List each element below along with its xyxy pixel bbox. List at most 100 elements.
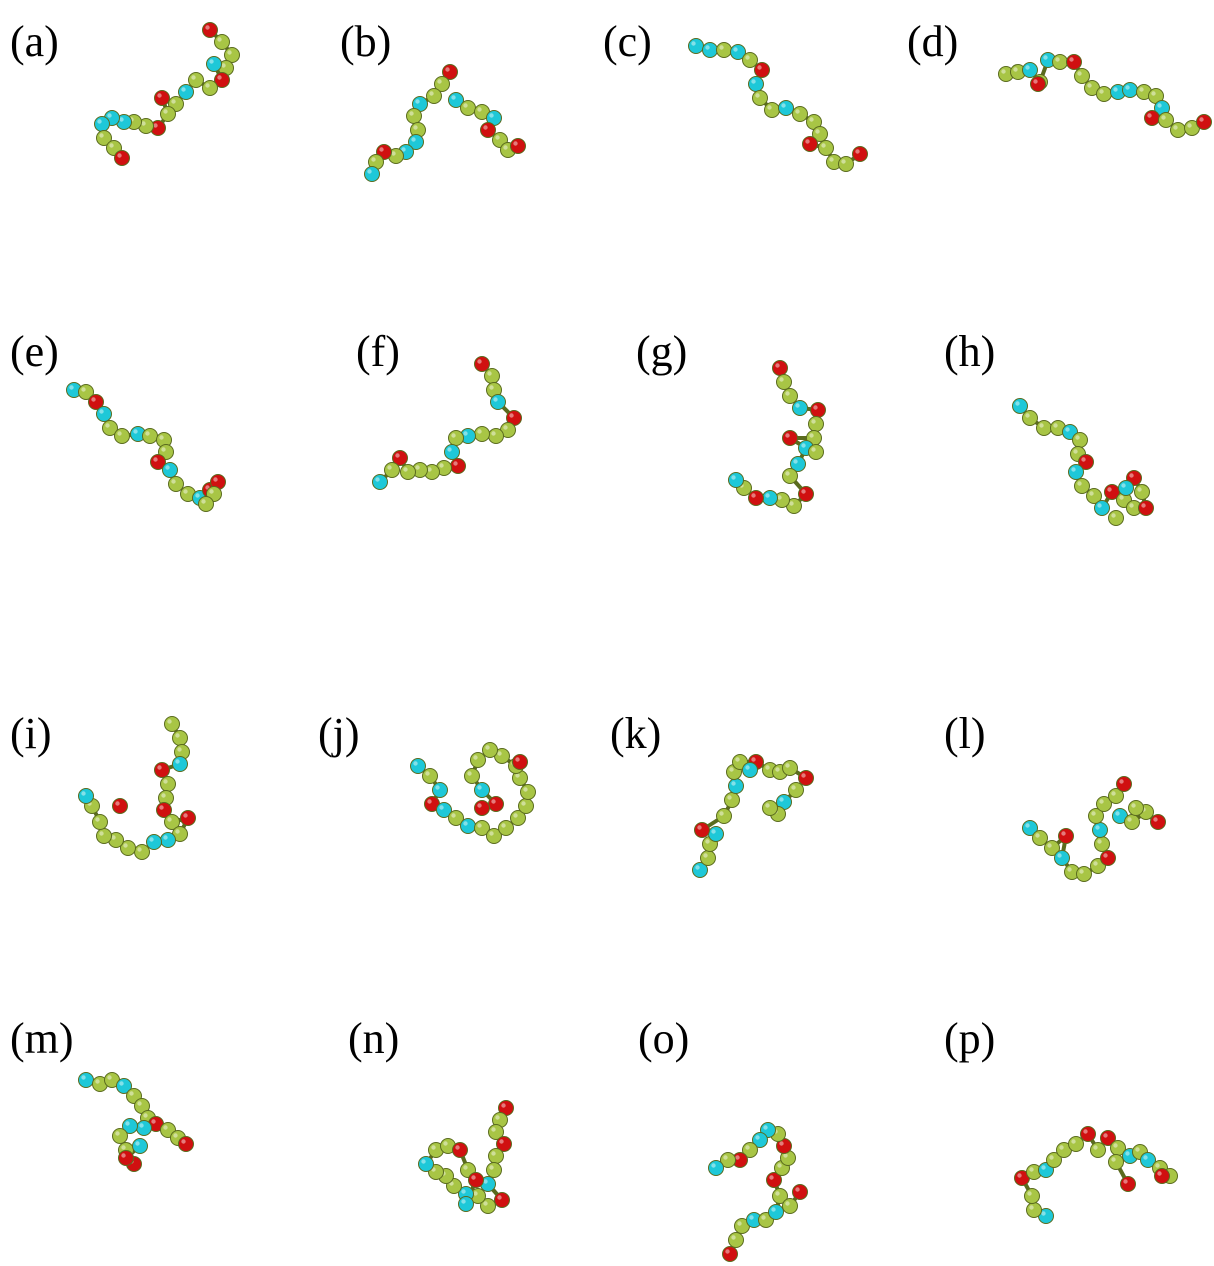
bead-highlight — [1029, 1167, 1034, 1172]
cyan-bead — [162, 462, 178, 478]
bead-highlight — [1151, 91, 1156, 96]
panel-label-f: (f) — [356, 327, 400, 376]
red-bead — [202, 22, 218, 38]
bead-highlight — [473, 755, 478, 760]
bead-highlight — [1047, 843, 1052, 848]
bead-highlight — [501, 823, 506, 828]
red-bead — [798, 770, 814, 786]
bead-highlight — [821, 143, 826, 148]
cyan-bead — [1054, 850, 1070, 866]
red-bead — [766, 1172, 782, 1188]
bead-highlight — [1113, 87, 1118, 92]
bead-highlight — [401, 147, 406, 152]
bead-highlight — [729, 767, 734, 772]
bead-highlight — [711, 1163, 716, 1168]
red-bead — [442, 64, 458, 80]
bead-highlight — [765, 493, 770, 498]
bead-highlight — [761, 1215, 766, 1220]
panel-label-c: (c) — [603, 17, 652, 66]
red-bead — [512, 754, 528, 770]
red-bead — [480, 122, 496, 138]
green-bead — [214, 34, 230, 50]
green-bead — [1108, 1154, 1124, 1170]
bead-highlight — [751, 757, 756, 762]
green-bead — [202, 80, 218, 96]
bead-highlight — [719, 45, 724, 50]
bead-highlight — [491, 431, 496, 436]
green-bead — [488, 428, 504, 444]
bead-highlight — [509, 413, 514, 418]
green-bead — [406, 108, 422, 124]
green-bead — [134, 844, 150, 860]
green-bead — [520, 784, 536, 800]
bead-highlight — [483, 1179, 488, 1184]
green-bead — [142, 428, 158, 444]
bead-highlight — [1141, 503, 1146, 508]
green-bead — [470, 752, 486, 768]
bead-highlight — [497, 1195, 502, 1200]
cyan-bead — [178, 84, 194, 100]
bead-highlight — [1035, 833, 1040, 838]
bead-highlight — [1033, 79, 1038, 84]
panel-label-n: (n) — [348, 1014, 400, 1063]
red-bead — [474, 356, 490, 372]
bead-highlight — [1091, 811, 1096, 816]
red-bead — [496, 1136, 512, 1152]
bead-highlight — [163, 779, 168, 784]
bead-highlight — [159, 805, 164, 810]
green-bead — [782, 760, 798, 776]
bead-highlight — [1073, 449, 1078, 454]
bead-highlight — [181, 1139, 186, 1144]
bead-highlight — [811, 447, 816, 452]
bead-highlight — [1043, 55, 1048, 60]
bead-highlight — [1129, 503, 1134, 508]
bead-highlight — [443, 1141, 448, 1146]
bead-highlight — [413, 125, 418, 130]
green-bead — [1170, 122, 1186, 138]
bead-highlight — [795, 109, 800, 114]
green-bead — [164, 716, 180, 732]
green-bead — [762, 800, 778, 816]
green-bead — [486, 1162, 502, 1178]
green-bead — [474, 426, 490, 442]
bead-highlight — [107, 113, 112, 118]
bead-highlight — [395, 453, 400, 458]
bead-highlight — [705, 45, 710, 50]
red-bead — [1058, 828, 1074, 844]
cyan-bead — [708, 1160, 724, 1176]
bead-highlight — [485, 745, 490, 750]
bead-highlight — [403, 467, 408, 472]
chain-j — [410, 742, 536, 844]
cyan-bead — [688, 38, 704, 54]
bead-highlight — [123, 843, 128, 848]
cyan-bead — [160, 832, 176, 848]
bead-highlight — [841, 159, 846, 164]
bead-highlight — [425, 771, 430, 776]
bead-highlight — [463, 1165, 468, 1170]
panel-label-d: (d) — [907, 17, 959, 66]
bead-highlight — [1083, 1129, 1088, 1134]
bead-highlight — [175, 733, 180, 738]
bead-highlight — [1049, 1155, 1054, 1160]
green-bead — [422, 768, 438, 784]
bead-highlight — [217, 37, 222, 42]
bead-highlight — [1187, 123, 1192, 128]
panel-label-k: (k) — [610, 709, 662, 758]
bead-highlight — [209, 489, 214, 494]
green-bead — [700, 850, 716, 866]
bead-highlight — [1027, 1191, 1032, 1196]
green-bead — [198, 496, 214, 512]
bead-highlight — [477, 107, 482, 112]
bead-highlight — [791, 785, 796, 790]
green-bead — [160, 776, 176, 792]
bead-highlight — [1059, 1145, 1064, 1150]
red-bead — [1078, 454, 1094, 470]
bead-highlight — [115, 1131, 120, 1136]
green-bead — [482, 742, 498, 758]
cyan-bead — [1022, 820, 1038, 836]
bead-highlight — [489, 1165, 494, 1170]
cyan-bead — [460, 818, 476, 834]
cyan-bead — [132, 1138, 148, 1154]
bead-highlight — [755, 1135, 760, 1140]
